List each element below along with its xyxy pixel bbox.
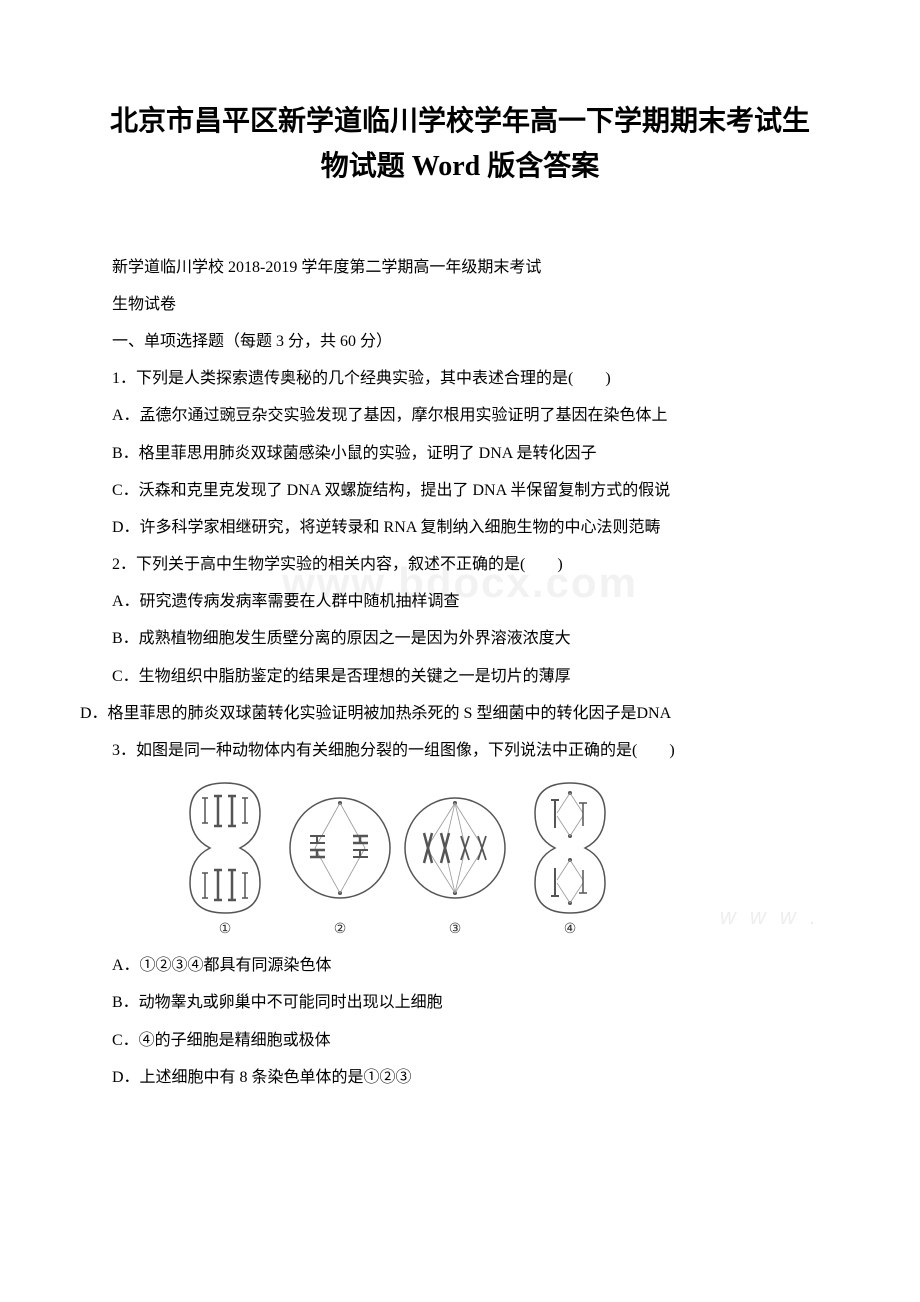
q2-option-b: B．成熟植物细胞发生质壁分离的原因之一是因为外界溶液浓度大 bbox=[80, 621, 840, 656]
diagram-watermark: w w w . bbox=[720, 904, 820, 930]
cell-label-4: ④ bbox=[564, 922, 577, 937]
q1-option-d: D．许多科学家相继研究，将逆转录和 RNA 复制纳入细胞生物的中心法则范畴 bbox=[80, 510, 840, 545]
q3-option-b: B．动物睾丸或卵巢中不可能同时出现以上细胞 bbox=[80, 985, 840, 1020]
q2-option-c: C．生物组织中脂肪鉴定的结果是否理想的关键之一是切片的薄厚 bbox=[80, 659, 840, 694]
q3-option-d: D．上述细胞中有 8 条染色单体的是①②③ bbox=[80, 1060, 840, 1095]
intro-line-1: 新学道临川学校 2018-2019 学年度第二学期高一年级期末考试 bbox=[80, 250, 840, 285]
intro-line-2: 生物试卷 bbox=[80, 287, 840, 322]
q2-option-d: D．格里菲思的肺炎双球菌转化实验证明被加热杀死的 S 型细菌中的转化因子是DNA bbox=[80, 696, 840, 731]
cell-4: ④ bbox=[535, 783, 605, 937]
q3-stem: 3．如图是同一种动物体内有关细胞分裂的一组图像，下列说法中正确的是( ) bbox=[80, 733, 840, 768]
q1-option-b: B．格里菲思用肺炎双球菌感染小鼠的实验，证明了 DNA 是转化因子 bbox=[80, 436, 840, 471]
title-line-1: 北京市昌平区新学道临川学校学年高一下学期期末考试生 bbox=[80, 100, 840, 145]
q2-option-a: A．研究遗传病发病率需要在人群中随机抽样调查 bbox=[80, 584, 840, 619]
q1-option-a: A．孟德尔通过豌豆杂交实验发现了基因，摩尔根用实验证明了基因在染色体上 bbox=[80, 398, 840, 433]
page-title: 北京市昌平区新学道临川学校学年高一下学期期末考试生 物试题 Word 版含答案 bbox=[80, 100, 840, 190]
q3-option-c: C．④的子细胞是精细胞或极体 bbox=[80, 1023, 840, 1058]
cell-label-1: ① bbox=[219, 922, 232, 937]
cell-label-3: ③ bbox=[449, 922, 462, 937]
q3-option-a: A．①②③④都具有同源染色体 bbox=[80, 948, 840, 983]
section-header: 一、单项选择题（每题 3 分，共 60 分） bbox=[80, 324, 840, 359]
cell-division-diagram: ① ② bbox=[170, 778, 840, 938]
diagram-svg: ① ② bbox=[170, 778, 630, 938]
cell-1: ① bbox=[190, 783, 260, 937]
q1-option-c: C．沃森和克里克发现了 DNA 双螺旋结构，提出了 DNA 半保留复制方式的假说 bbox=[80, 473, 840, 508]
q2-stem: 2．下列关于高中生物学实验的相关内容，叙述不正确的是( ) bbox=[80, 547, 840, 582]
cell-3: ③ bbox=[405, 798, 505, 937]
q1-stem: 1．下列是人类探索遗传奥秘的几个经典实验，其中表述合理的是( ) bbox=[80, 361, 840, 396]
title-line-2: 物试题 Word 版含答案 bbox=[80, 145, 840, 190]
cell-label-2: ② bbox=[334, 922, 347, 937]
watermark-region: www.bdocx.com 2．下列关于高中生物学实验的相关内容，叙述不正确的是… bbox=[80, 547, 840, 619]
cell-2: ② bbox=[290, 798, 390, 937]
